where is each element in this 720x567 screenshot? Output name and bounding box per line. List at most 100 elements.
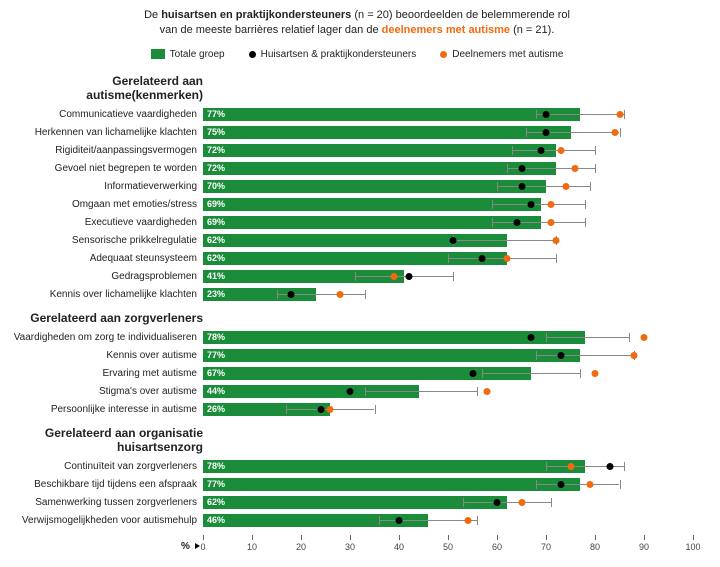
whisker [497,186,590,187]
chart-row: Verwijsmogelijkheden voor autismehulp46% [8,512,706,529]
whisker-cap [512,146,513,155]
axis-tick [693,535,694,540]
chart-row: Executieve vaardigheden69% [8,214,706,231]
dot-huisarts [396,517,403,524]
chart-row: Gedragsproblemen41% [8,268,706,285]
whisker [355,276,453,277]
dot-huisarts [469,370,476,377]
axis-tick-label: 80 [590,542,600,552]
bar-track: 41% [203,269,693,284]
dot-huisarts [557,481,564,488]
bar-track: 77% [203,107,693,122]
dot-deelnemer [547,219,554,226]
axis-tick [203,535,204,540]
axis-tick-label: 50 [443,542,453,552]
dot-huisarts [528,201,535,208]
chart-row: Vaardigheden om zorg te individualiseren… [8,329,706,346]
dot-huisarts [606,463,613,470]
dot-deelnemer [464,517,471,524]
whisker-cap [620,480,621,489]
whisker-cap [526,128,527,137]
row-label: Informatieverwerking [8,181,203,192]
dot-deelnemer [611,129,618,136]
dot-deelnemer [616,111,623,118]
axis-tick-label: 30 [345,542,355,552]
axis-tick [252,535,253,540]
row-label: Stigma's over autisme [8,386,203,397]
axis-tick [399,535,400,540]
dot-deelnemer [631,352,638,359]
chart-row: Beschikbare tijd tijdens een afspraak77% [8,476,706,493]
bar-total [203,198,541,211]
chart-row: Informatieverwerking70% [8,178,706,195]
whisker-cap [629,333,630,342]
bar-track: 78% [203,459,693,474]
bar-track: 75% [203,125,693,140]
row-label: Omgaan met emoties/stress [8,199,203,210]
bar-value: 75% [207,126,225,139]
axis-tick [301,535,302,540]
axis-tick [595,535,596,540]
whisker-cap [355,272,356,281]
whisker-cap [482,369,483,378]
axis-tick-label: 90 [639,542,649,552]
row-label: Verwijsmogelijkheden voor autismehulp [8,515,203,526]
whisker-cap [379,516,380,525]
whisker [379,520,477,521]
whisker-cap [595,146,596,155]
whisker [365,391,478,392]
legend-deelnemers: Deelnemers met autisme [440,49,563,60]
whisker [482,373,580,374]
whisker-cap [477,516,478,525]
bar-track: 67% [203,366,693,381]
whisker [526,132,619,133]
row-label: Rigiditeit/aanpassingsvermogen [8,145,203,156]
chart-row: Adequaat steunsysteem 62% [8,250,706,267]
bar-total [203,478,580,491]
dot-huisarts [543,111,550,118]
whisker-cap [497,182,498,191]
bar-value: 44% [207,385,225,398]
bar-value: 72% [207,144,225,157]
whisker-cap [507,164,508,173]
whisker [536,484,619,485]
bar-value: 41% [207,270,225,283]
whisker-cap [624,110,625,119]
chart-row: Stigma's over autisme 44% [8,383,706,400]
whisker-cap [365,290,366,299]
row-label: Adequaat steunsysteem [8,253,203,264]
axis-tick [350,535,351,540]
whisker-cap [624,462,625,471]
axis-tick-label: 0 [200,542,205,552]
chart-row: Gevoel niet begrepen te worden72% [8,160,706,177]
bar-value: 62% [207,252,225,265]
dot-deelnemer [641,334,648,341]
dot-deelnemer [587,481,594,488]
row-label: Executieve vaardigheden [8,217,203,228]
whisker-cap [556,254,557,263]
whisker-cap [492,218,493,227]
header-caption: De huisartsen en praktijkondersteuners (… [8,8,706,39]
whisker-cap [546,462,547,471]
bar-value: 62% [207,496,225,509]
bar-track: 62% [203,233,693,248]
bar-value: 26% [207,403,225,416]
whisker-cap [585,218,586,227]
dot-huisarts [494,499,501,506]
x-axis: % 0102030405060708090100 [203,535,693,559]
axis-tick [546,535,547,540]
bar-value: 69% [207,198,225,211]
chart-row: Sensorische prikkelregulatie62% [8,232,706,249]
dot-huisarts [557,352,564,359]
dot-huisarts [513,219,520,226]
dot-deelnemer [572,165,579,172]
dot-deelnemer [552,237,559,244]
legend-total: Totale groep [151,49,225,60]
section-title: Gerelateerd aan zorgverleners [8,311,203,325]
row-label: Samenwerking tussen zorgverleners [8,497,203,508]
whisker-cap [492,200,493,209]
bar-track: 62% [203,251,693,266]
chart-row: Herkennen van lichamelijke klachten75% [8,124,706,141]
whisker [448,258,556,259]
row-label: Vaardigheden om zorg te individualiseren [8,332,203,343]
